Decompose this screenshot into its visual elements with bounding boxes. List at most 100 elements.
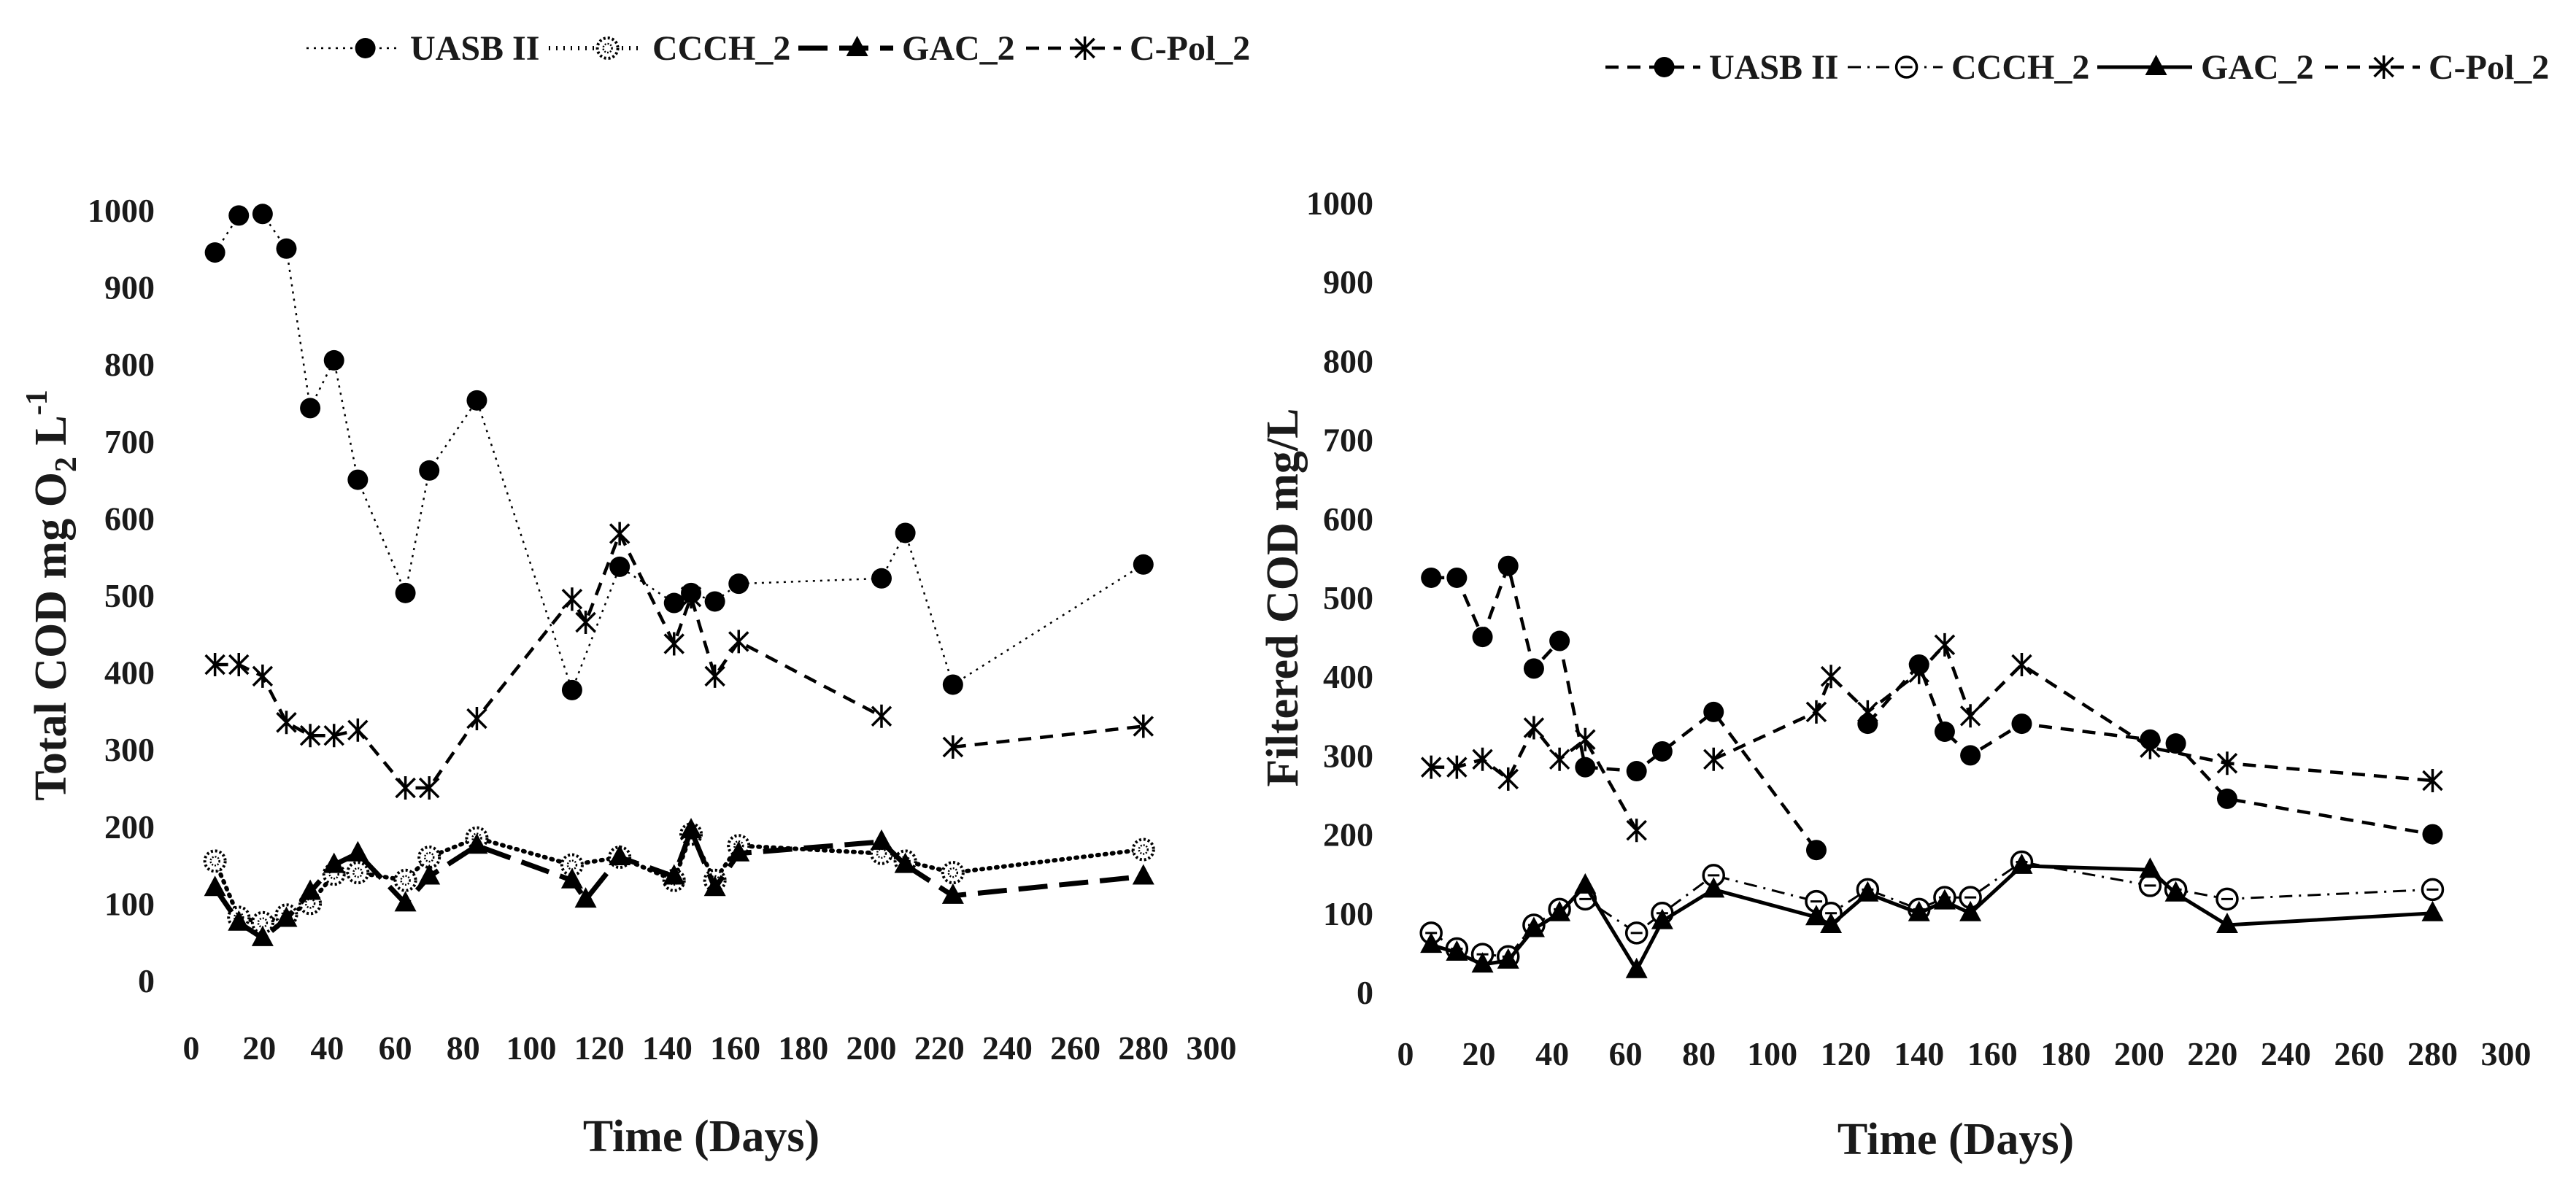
data-point <box>1625 957 1648 978</box>
data-point <box>394 891 417 912</box>
data-point <box>703 875 726 897</box>
filtered-cod-chart: 0 100 200 300 400 500 600 700 800 900 1000 0 20 40 60 8… <box>1258 48 2549 1164</box>
x-tick-label: 180 <box>778 1029 828 1067</box>
data-point <box>1133 554 1154 575</box>
data-point <box>728 630 749 654</box>
data-point <box>1497 555 1519 576</box>
y-tick-label: 500 <box>1323 579 1373 616</box>
x-tick-label: 60 <box>1609 1035 1643 1072</box>
y-tick-label: 100 <box>1323 895 1373 932</box>
data-point <box>2216 913 2238 934</box>
series-line-gac-2 <box>212 823 908 942</box>
data-point <box>299 724 321 748</box>
data-point <box>2140 735 2161 759</box>
data-point <box>1702 877 1725 898</box>
x-tick-label: 220 <box>2187 1035 2237 1072</box>
data-point <box>1857 700 1878 724</box>
data-point <box>2165 733 2186 754</box>
data-point <box>1651 908 1673 929</box>
data-point <box>2216 887 2239 911</box>
y-tick-label: 400 <box>1323 658 1373 695</box>
data-point <box>228 910 250 931</box>
x-tick-label: 140 <box>1894 1035 1944 1072</box>
data-point <box>1132 864 1154 885</box>
y-tick-label: 800 <box>104 346 155 383</box>
data-point <box>300 398 321 419</box>
data-point <box>894 852 917 873</box>
legend-item-c-pol-2: C-Pol_2 <box>1026 29 1250 68</box>
legend-label: UASB II <box>410 29 539 68</box>
y-tick-label: 0 <box>138 962 155 999</box>
data-point <box>1624 921 1648 945</box>
data-point <box>2216 788 2237 809</box>
data-point <box>1959 704 1981 728</box>
x-tick-label: 280 <box>2407 1035 2458 1072</box>
legend-marker <box>1894 55 1918 79</box>
legend-label: C-Pol_2 <box>2429 48 2549 87</box>
data-point <box>1934 633 1956 657</box>
data-point <box>418 776 440 800</box>
y-tick-label: 200 <box>1323 816 1373 854</box>
data-point <box>2164 881 2187 902</box>
data-point <box>2011 713 2032 735</box>
data-point <box>609 845 631 866</box>
data-point <box>942 735 964 759</box>
data-point <box>228 653 250 677</box>
data-point <box>871 568 892 589</box>
data-point <box>680 585 702 609</box>
data-point <box>1523 716 1545 740</box>
x-tick-label: 200 <box>847 1029 897 1067</box>
data-point <box>704 664 725 688</box>
y-tick-label: 300 <box>1323 737 1373 774</box>
data-point <box>2010 853 2033 874</box>
data-point <box>609 556 630 577</box>
data-point <box>728 573 749 595</box>
data-point <box>347 840 369 862</box>
legend-marker <box>355 38 376 58</box>
series-line-c-pol-2 <box>1431 724 1638 832</box>
data-point <box>1820 913 1843 934</box>
data-point <box>942 674 963 695</box>
data-point <box>2139 857 2162 878</box>
data-point <box>1805 840 1827 861</box>
y-tick-label: 100 <box>104 885 155 922</box>
data-point <box>228 205 250 226</box>
x-tick-label: 20 <box>1462 1035 1496 1072</box>
data-point <box>275 906 298 927</box>
x-tick-label: 220 <box>914 1029 965 1067</box>
data-point <box>560 867 583 889</box>
data-point <box>728 840 750 862</box>
data-point <box>1805 700 1827 724</box>
data-point <box>204 653 225 677</box>
data-point <box>203 849 227 873</box>
data-point <box>1522 916 1545 937</box>
data-point <box>1908 660 1929 684</box>
x-tick-label: 80 <box>1682 1035 1716 1072</box>
series-uasb-ii <box>1421 555 2443 861</box>
legend-marker <box>846 36 868 56</box>
legend-label: CCCH_2 <box>1951 48 2089 87</box>
data-point <box>276 711 297 735</box>
x-axis-title: Time (Days) <box>1837 1115 2074 1164</box>
data-point <box>323 852 345 873</box>
y-tick-label: 200 <box>104 808 155 846</box>
y-tick-label: 300 <box>104 731 155 768</box>
data-point <box>1497 948 1519 969</box>
data-point <box>1651 740 1673 762</box>
data-point <box>1908 900 1930 921</box>
data-point <box>1549 900 1571 921</box>
series-gac-2 <box>1420 853 2444 978</box>
data-point <box>252 204 273 225</box>
data-point <box>941 861 965 885</box>
x-tick-label: 0 <box>183 1029 200 1067</box>
y-tick-label: 1000 <box>1306 185 1373 222</box>
data-point <box>417 846 441 870</box>
x-tick-label: 200 <box>2114 1035 2164 1072</box>
data-point <box>1626 819 1647 843</box>
data-point <box>704 591 725 612</box>
data-point <box>1131 838 1155 862</box>
data-point <box>1703 747 1724 771</box>
data-point <box>347 469 369 490</box>
data-point <box>1959 886 1982 909</box>
